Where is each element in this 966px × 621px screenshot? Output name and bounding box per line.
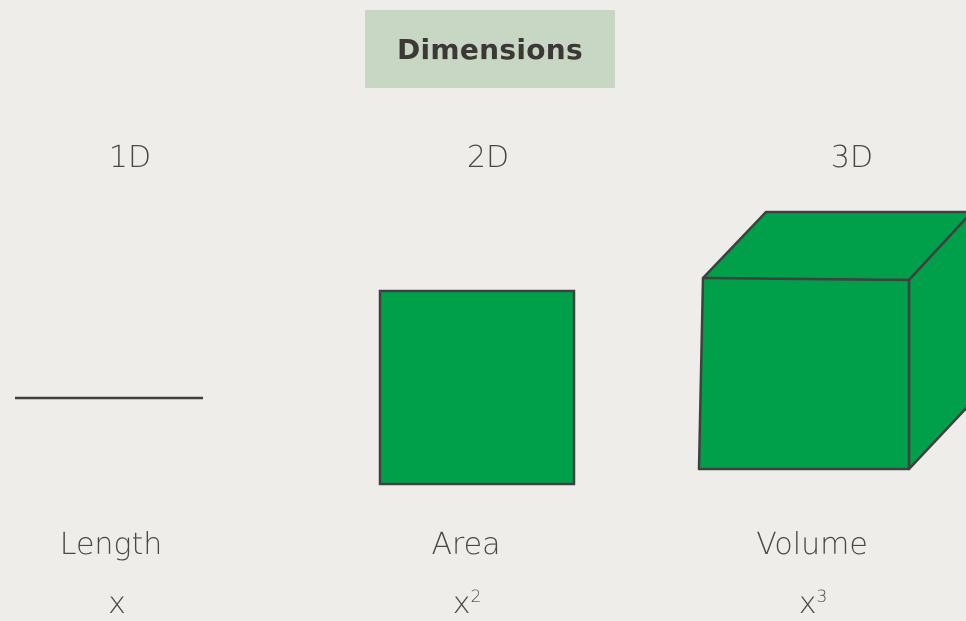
area-label: Area: [431, 527, 501, 562]
dimension-label-3d: 3D: [830, 140, 874, 175]
volume-cube-shape: [697, 210, 966, 471]
area-formula-base: x: [452, 586, 471, 621]
volume-label: Volume: [756, 527, 868, 562]
volume-formula: x3: [693, 586, 933, 621]
dimension-label-2d: 2D: [466, 140, 510, 175]
length-label: Length: [59, 527, 163, 562]
title-box: Dimensions: [365, 10, 615, 88]
area-square-shape: [378, 289, 576, 486]
dimension-label-1d: 1D: [108, 140, 152, 175]
volume-formula-exponent: 3: [816, 587, 828, 607]
length-formula: x: [0, 586, 237, 621]
volume-formula-base: x: [798, 586, 817, 621]
area-formula: x2: [347, 586, 587, 621]
diagram-title: Dimensions: [396, 32, 584, 66]
cube-front-face: [697, 276, 911, 471]
length-formula-base: x: [108, 586, 126, 621]
area-formula-exponent: 2: [470, 587, 482, 607]
